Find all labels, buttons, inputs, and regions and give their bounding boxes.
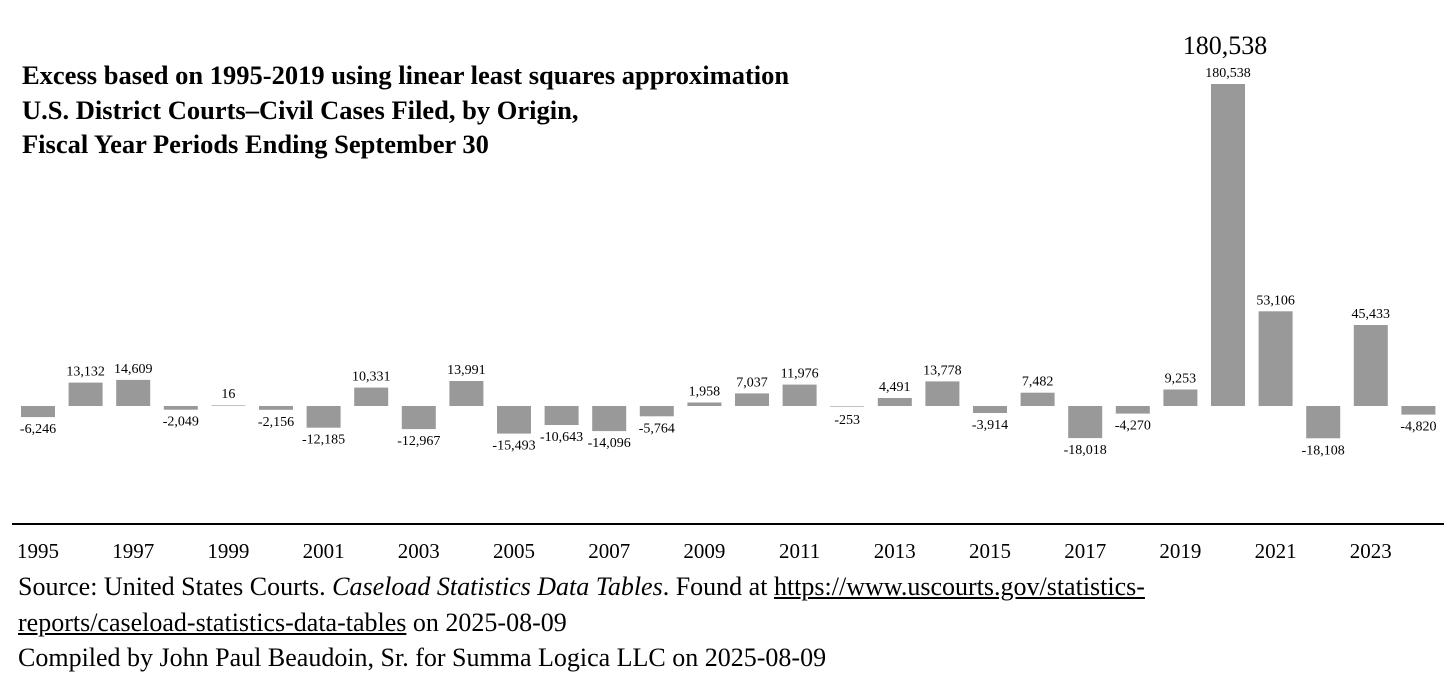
bar-2006	[544, 406, 579, 425]
bar-1996	[68, 382, 103, 406]
compiled-by-line: Compiled by John Paul Beaudoin, Sr. for …	[18, 643, 827, 672]
source-line-1: Source: United States Courts. Caseload S…	[18, 574, 1145, 600]
bar-2019	[1163, 389, 1198, 406]
bar-1997	[116, 379, 151, 406]
value-label-2019: 9,253	[1165, 372, 1197, 387]
bar-2011	[782, 384, 817, 406]
chart-title-line-3: Fiscal Year Periods Ending September 30	[22, 129, 489, 159]
value-label-2015: -3,914	[972, 418, 1008, 433]
value-label-1997: 14,609	[114, 362, 153, 377]
value-label-1996: 13,132	[66, 365, 105, 380]
value-label-2003: -12,967	[397, 434, 440, 449]
value-label-1998: -2,049	[163, 415, 199, 430]
bar-2004	[449, 381, 484, 406]
value-label-2022: -18,108	[1302, 443, 1345, 458]
bar-2003	[401, 406, 436, 430]
x-tick-1995: 1995	[17, 539, 59, 563]
bar-2000	[259, 406, 293, 410]
value-label-1999: 16	[221, 387, 235, 402]
bar-1995	[21, 406, 55, 418]
value-label-2009: 1,958	[689, 385, 721, 400]
x-tick-2009: 2009	[683, 539, 725, 563]
bar-2008	[639, 406, 674, 417]
x-tick-2023: 2023	[1350, 539, 1392, 563]
value-label-2001: -12,185	[302, 433, 345, 448]
bars-group	[21, 84, 1436, 439]
source-line-2: reports/caseload-statistics-data-tables …	[18, 610, 567, 636]
bar-2016	[1020, 392, 1055, 406]
chart-title-line-1: Excess based on 1995-2019 using linear l…	[22, 60, 790, 90]
value-label-2013: 4,491	[879, 380, 911, 395]
value-label-2023: 45,433	[1352, 307, 1391, 322]
x-tick-1999: 1999	[207, 539, 249, 563]
x-tick-2003: 2003	[398, 539, 440, 563]
value-label-2010: 7,037	[736, 375, 768, 390]
value-label-2005: -15,493	[492, 439, 535, 454]
bar-2020	[1211, 84, 1245, 406]
value-label-2017: -18,018	[1064, 443, 1107, 458]
bar-2013	[877, 398, 912, 406]
x-tick-labels-group: 1995 1997 1999 2001 2003 2005 2007 2009 2011 2013…	[17, 539, 1392, 563]
value-labels-group: -6,246 13,132 14,609 -2,049 16 -2,156 -12,185 1…	[20, 66, 1437, 458]
bar-2007	[592, 406, 627, 432]
value-label-1995: -6,246	[20, 422, 56, 437]
value-label-2002: 10,331	[352, 370, 391, 385]
x-tick-2001: 2001	[303, 539, 345, 563]
x-tick-2011: 2011	[779, 539, 820, 563]
value-label-2018: -4,270	[1115, 419, 1151, 434]
bar-2018	[1115, 406, 1150, 414]
x-tick-2019: 2019	[1159, 539, 1201, 563]
x-tick-2007: 2007	[588, 539, 630, 563]
source-found-at: . Found at	[662, 572, 774, 601]
value-label-2024: -4,820	[1400, 420, 1436, 435]
source-url-link-continued[interactable]: reports/caseload-statistics-data-tables	[18, 608, 407, 637]
bar-2023	[1353, 325, 1388, 406]
bar-2021	[1258, 311, 1293, 406]
bar-1999	[211, 405, 246, 406]
bar-2010	[735, 393, 769, 406]
source-title: Caseload Statistics Data Tables	[332, 572, 663, 601]
value-label-2016: 7,482	[1022, 375, 1054, 390]
value-label-2000: -2,156	[258, 415, 294, 430]
bar-2009	[687, 402, 722, 406]
x-tick-2017: 2017	[1064, 539, 1106, 563]
bar-2014	[925, 381, 960, 406]
x-tick-2013: 2013	[874, 539, 916, 563]
value-label-2006: -10,643	[540, 430, 583, 445]
value-label-2004: 13,991	[447, 363, 486, 378]
bar-2001	[306, 406, 341, 428]
value-label-2008: -5,764	[639, 421, 675, 436]
bar-2005	[497, 406, 531, 434]
value-label-2007: -14,096	[588, 436, 631, 451]
x-tick-2021: 2021	[1255, 539, 1297, 563]
bar-2002	[354, 387, 389, 406]
source-date: on 2025-08-09	[406, 608, 567, 637]
value-label-2020: 180,538	[1205, 66, 1251, 81]
source-url-link[interactable]: https://www.uscourts.gov/statistics-	[773, 572, 1145, 601]
bar-2024	[1401, 406, 1436, 415]
bar-2012	[830, 406, 865, 407]
value-label-2021: 53,106	[1256, 293, 1295, 308]
value-label-2014: 13,778	[923, 363, 962, 378]
x-tick-2005: 2005	[493, 539, 535, 563]
bar-2022	[1306, 406, 1341, 439]
value-label-2011: 11,976	[781, 367, 819, 382]
x-tick-1997: 1997	[112, 539, 154, 563]
bar-2015	[973, 406, 1007, 413]
x-tick-2015: 2015	[969, 539, 1011, 563]
bar-2017	[1068, 406, 1103, 439]
source-prefix: Source: United States Courts.	[18, 572, 333, 601]
bar-1998	[163, 406, 198, 410]
chart-title-line-2: U.S. District Courts–Civil Cases Filed, …	[22, 95, 579, 125]
peak-annotation: 180,538	[1183, 31, 1268, 60]
value-label-2012: -253	[834, 413, 860, 428]
